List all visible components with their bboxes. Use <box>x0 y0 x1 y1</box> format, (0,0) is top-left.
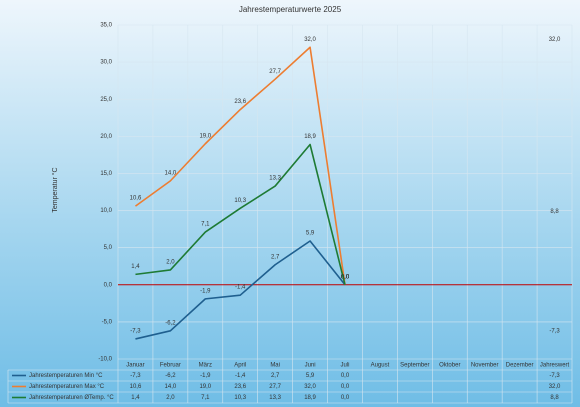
table-cell: 18,9 <box>304 395 316 401</box>
data-label: 2,0 <box>166 260 175 266</box>
table-cell: 10,6 <box>130 384 142 390</box>
legend-label: Jahrestemperaturen ØTemp. °C <box>29 395 114 401</box>
table-cell: 2,7 <box>271 373 280 379</box>
data-label: 7,1 <box>201 222 210 228</box>
legend-label: Jahrestemperaturen Min °C <box>29 373 103 379</box>
x-tick-label: Oktober <box>439 363 460 369</box>
y-tick-label: 25,0 <box>100 97 112 103</box>
table-cell: -1,9 <box>200 373 211 379</box>
table-cell: 23,6 <box>234 384 246 390</box>
y-tick-label: -10,0 <box>98 357 112 363</box>
data-label: -7,3 <box>549 329 560 335</box>
table-cell: 27,7 <box>269 384 281 390</box>
table-cell: 0,0 <box>341 373 350 379</box>
data-label: -1,4 <box>235 285 246 291</box>
table-cell: -6,2 <box>165 373 176 379</box>
y-tick-label: 10,0 <box>100 208 112 214</box>
data-label: 32,0 <box>304 37 316 43</box>
y-tick-label: 15,0 <box>100 171 112 177</box>
x-tick-label: Jahreswert <box>540 363 570 369</box>
data-label: 8,8 <box>550 209 559 215</box>
table-cell: 8,8 <box>550 395 559 401</box>
table-cell: 5,9 <box>306 373 315 379</box>
chart-title: Jahrestemperaturwerte 2025 <box>239 5 342 14</box>
y-tick-label: 0,0 <box>104 282 113 288</box>
x-tick-label: August <box>371 363 390 369</box>
table-cell: 2,0 <box>166 395 175 401</box>
data-label: 14,0 <box>165 170 177 176</box>
data-label: 1,4 <box>131 264 140 270</box>
data-label: 13,3 <box>269 176 281 182</box>
x-tick-label: März <box>199 363 212 369</box>
x-tick-label: September <box>400 363 429 369</box>
x-tick-label: Dezember <box>506 363 534 369</box>
x-tick-label: November <box>471 363 499 369</box>
data-label: 2,7 <box>271 254 280 260</box>
table-cell: 0,0 <box>341 384 350 390</box>
table-cell: 14,0 <box>165 384 177 390</box>
table-cell: 0,0 <box>341 395 350 401</box>
table-cell: 32,0 <box>549 384 561 390</box>
y-tick-label: -5,0 <box>102 319 113 325</box>
table-cell: -1,4 <box>235 373 246 379</box>
data-label: 0,0 <box>341 274 350 280</box>
y-axis-title: Temperatur °C <box>51 167 59 212</box>
legend-label: Jahrestemperaturen Max °C <box>29 384 105 390</box>
y-tick-label: 35,0 <box>100 23 112 29</box>
series-line <box>135 144 554 284</box>
table-cell: 32,0 <box>304 384 316 390</box>
table-cell: 13,3 <box>269 395 281 401</box>
table-cell: -7,3 <box>130 373 141 379</box>
data-label: 23,6 <box>234 99 246 105</box>
table-cell: 1,4 <box>131 395 140 401</box>
data-label: 0,0 <box>341 274 350 280</box>
table-cell: 10,3 <box>234 395 246 401</box>
x-tick-label: April <box>234 363 246 369</box>
data-label: -1,9 <box>200 288 211 294</box>
table-cell: -7,3 <box>549 373 560 379</box>
x-tick-label: Juli <box>340 363 349 369</box>
y-tick-label: 30,0 <box>100 60 112 66</box>
data-label: 0,0 <box>341 274 350 280</box>
data-label: -7,3 <box>130 329 141 335</box>
table-cell: 19,0 <box>199 384 211 390</box>
data-label: 18,9 <box>304 134 316 140</box>
data-label: -6,2 <box>165 320 176 326</box>
data-label: 5,9 <box>306 231 315 237</box>
data-label: 10,3 <box>234 198 246 204</box>
y-tick-label: 20,0 <box>100 134 112 140</box>
x-tick-label: Juni <box>305 363 316 369</box>
series-line <box>135 241 554 339</box>
data-label: 27,7 <box>269 69 281 75</box>
data-label: 10,6 <box>130 196 142 202</box>
x-tick-label: Januar <box>126 363 144 369</box>
table-cell: 7,1 <box>201 395 210 401</box>
y-tick-label: 5,0 <box>104 245 113 251</box>
data-label: 32,0 <box>549 37 561 43</box>
data-label: 19,0 <box>199 133 211 139</box>
series-line <box>135 47 554 285</box>
x-tick-label: Februar <box>160 363 181 369</box>
x-tick-label: Mai <box>270 363 280 369</box>
